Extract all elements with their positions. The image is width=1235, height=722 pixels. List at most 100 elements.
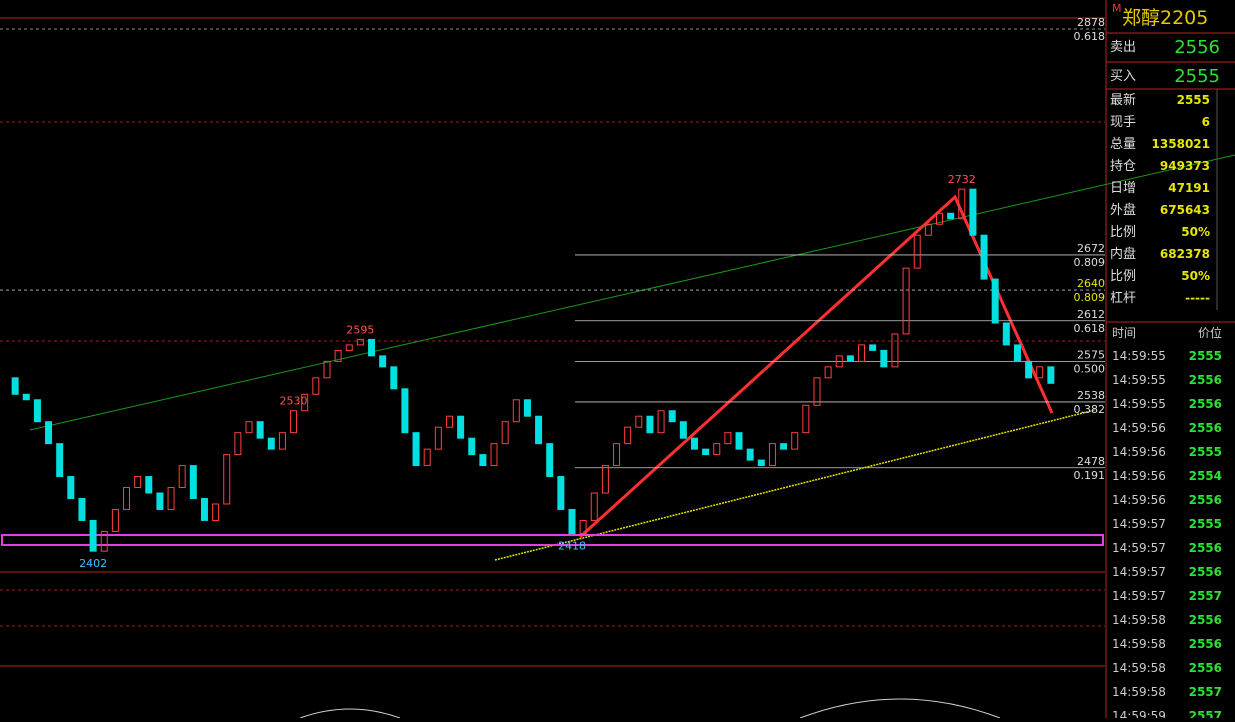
tick-price: 2555 [1189,445,1222,459]
candle [679,421,687,439]
tick-time: 14:59:58 [1112,613,1166,627]
tick-time: 14:59:56 [1112,493,1166,507]
tick-time: 14:59:57 [1112,589,1166,603]
quote-label: 最新 [1110,92,1136,108]
candle [947,212,955,220]
fib-ratio: 0.809 [1074,256,1106,269]
candle [624,426,632,445]
candle [145,476,153,494]
price-label: 2418 [558,540,586,553]
candle [256,421,264,439]
candle [1013,344,1021,362]
candle [579,519,587,535]
candle [345,344,353,351]
tick-price: 2557 [1189,589,1222,603]
candle [78,497,86,521]
candle [89,519,97,552]
fib-ratio: 0.618 [1074,30,1106,43]
fib-ratio: 0.191 [1074,469,1106,482]
candle [980,234,988,280]
tick-price: 2554 [1189,469,1222,483]
candle [590,492,598,521]
candle [1025,360,1033,379]
candle [234,432,242,456]
candle [1036,366,1044,379]
quote-value: 6 [1202,115,1210,129]
tick-price: 2556 [1189,493,1222,507]
tick-time: 14:59:57 [1112,517,1166,531]
candle [780,443,788,450]
quote-label: 总量 [1110,137,1136,152]
fib-price: 2575 [1077,348,1105,361]
candle [657,410,665,434]
candle [924,223,932,236]
candle [635,415,643,428]
fib-price: 2878 [1077,16,1105,29]
candle [278,432,286,450]
candle [746,448,754,461]
candle [958,188,966,220]
candle [713,443,721,456]
candle [67,476,75,499]
candle [791,432,799,450]
fib-price: 2672 [1077,242,1105,255]
candle [356,338,364,346]
tick-price: 2556 [1189,613,1222,627]
candle [869,344,877,351]
candle [1047,366,1055,384]
tick-time: 14:59:56 [1112,445,1166,459]
candle [735,432,743,450]
candle [568,508,576,535]
fib-price: 2640 [1077,277,1105,290]
candle [301,393,309,412]
tick-price: 2556 [1189,565,1222,579]
candle [690,437,698,450]
tick-price: 2556 [1189,637,1222,651]
tick-price: 2556 [1189,397,1222,411]
price-label: 2732 [948,173,976,186]
candle [111,508,119,532]
tick-time: 14:59:55 [1112,373,1166,387]
candle [312,377,320,395]
tick-time: 14:59:57 [1112,541,1166,555]
candle [468,437,476,456]
candle [434,426,442,450]
candle [846,355,854,362]
candle [935,212,943,225]
tick-price: 2556 [1189,541,1222,555]
price-label: 2402 [79,557,107,570]
tick-price: 2556 [1189,421,1222,435]
candle [835,355,843,368]
tick-time: 14:59:57 [1112,565,1166,579]
candle [913,234,921,269]
fib-ratio: 0.500 [1074,362,1106,375]
quote-value: 1358021 [1152,137,1210,151]
candle [768,443,776,467]
candle [813,377,821,406]
quote-value: 50% [1181,269,1210,283]
tick-time: 14:59:56 [1112,469,1166,483]
tick-price: 2555 [1189,517,1222,531]
candle [412,432,420,467]
tick-price: 2556 [1189,661,1222,675]
tick-price: 2557 [1189,709,1222,718]
candle [267,437,275,450]
candle [479,454,487,467]
quote-title: 郑醇2205 [1122,7,1208,29]
candle [445,415,453,428]
candle [457,415,465,439]
candle [189,465,197,499]
candle [501,421,509,445]
candle [423,448,431,467]
candle [546,443,554,478]
quote-label: 外盘 [1110,202,1136,218]
candle [100,530,108,552]
tick-time: 14:59:58 [1112,685,1166,699]
candle [535,415,543,445]
tick-price: 2555 [1189,349,1222,363]
buy-price: 2555 [1174,66,1220,87]
candle [490,443,498,467]
quote-value: 50% [1181,225,1210,239]
sell-price: 2556 [1174,37,1220,58]
